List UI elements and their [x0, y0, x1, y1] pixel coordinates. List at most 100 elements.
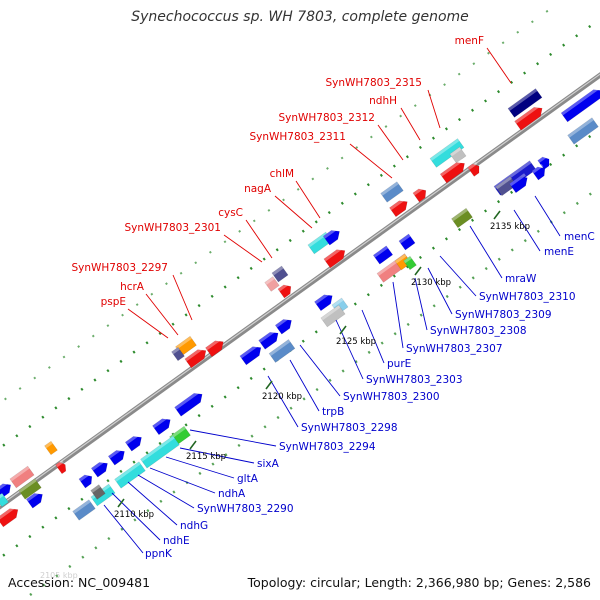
gene-feature[interactable] — [258, 328, 282, 350]
gene-feature[interactable] — [271, 265, 289, 283]
red-gene-label[interactable]: SynWH7803_2315 — [325, 77, 422, 89]
gene-feature[interactable] — [509, 173, 530, 194]
tick-mark — [117, 498, 125, 508]
tick-mark — [189, 440, 197, 450]
blue-gene-label[interactable]: SynWH7803_2300 — [343, 391, 440, 403]
gene-feature[interactable] — [372, 245, 394, 265]
gene-feature[interactable] — [264, 276, 280, 292]
gene-feature[interactable] — [140, 435, 180, 469]
gene-feature[interactable] — [25, 489, 45, 509]
red-gene-label[interactable]: nagA — [244, 183, 272, 195]
red-gene-label[interactable]: SynWH7803_2312 — [278, 112, 375, 124]
gene-feature[interactable] — [107, 446, 127, 466]
gene-feature[interactable] — [323, 246, 348, 269]
gene-feature[interactable] — [72, 499, 96, 521]
gene-feature[interactable] — [398, 233, 416, 251]
gene-feature[interactable] — [567, 117, 599, 145]
gene-feature[interactable] — [439, 158, 468, 184]
blue-gene-label[interactable]: SynWH7803_2308 — [430, 325, 527, 337]
gene-feature[interactable] — [380, 181, 404, 203]
blue-gene-label[interactable]: SynWH7803_2307 — [406, 343, 503, 355]
gene-feature[interactable] — [0, 492, 9, 508]
gene-feature[interactable] — [9, 465, 35, 489]
accession-label: Accession: NC_009481 — [8, 575, 151, 590]
tick-mark — [493, 210, 501, 220]
blue-gene-label[interactable]: ndhA — [218, 488, 246, 500]
red-gene-label[interactable]: SynWH7803_2311 — [249, 131, 346, 143]
gene-feature[interactable] — [467, 161, 483, 177]
red-gene-label[interactable]: hcrA — [120, 281, 145, 293]
blue-gene-label[interactable]: trpB — [322, 406, 344, 418]
red-label-connector — [145, 293, 179, 336]
red-gene-label[interactable]: chlM — [270, 168, 294, 180]
red-label-connector — [400, 107, 421, 141]
red-gene-label[interactable]: SynWH7803_2301 — [124, 222, 221, 234]
blue-gene-label[interactable]: ndhE — [163, 535, 190, 547]
gene-feature[interactable] — [514, 103, 546, 131]
blue-gene-label[interactable]: purE — [387, 358, 411, 370]
blue-gene-label[interactable]: SynWH7803_2310 — [479, 291, 576, 303]
gene-feature[interactable] — [531, 164, 548, 181]
blue-label-connector — [149, 467, 216, 494]
red-label-connector — [486, 47, 512, 84]
red-gene-label[interactable]: ndhH — [369, 95, 397, 107]
blue-gene-label[interactable]: SynWH7803_2298 — [301, 422, 398, 434]
gene-feature[interactable] — [560, 86, 600, 123]
gene-feature[interactable] — [184, 346, 209, 369]
gene-feature[interactable] — [0, 505, 21, 528]
blue-label-connector — [335, 319, 364, 380]
blue-gene-label[interactable]: menE — [544, 246, 574, 258]
genome-backbone-highlight — [0, 73, 600, 507]
gene-feature[interactable] — [403, 255, 417, 271]
gene-feature[interactable] — [320, 304, 346, 328]
gene-feature[interactable] — [90, 458, 110, 478]
gene-feature[interactable] — [451, 207, 473, 229]
gene-feature[interactable] — [274, 315, 294, 335]
gene-feature[interactable] — [314, 291, 335, 312]
blue-gene-label[interactable]: SynWH7803_2294 — [279, 441, 376, 453]
gene-feature[interactable] — [174, 389, 206, 417]
gene-feature[interactable] — [449, 146, 467, 164]
gene-feature[interactable] — [239, 343, 264, 366]
blue-gene-label[interactable]: ppnK — [145, 548, 173, 560]
blue-gene-label[interactable]: SynWH7803_2290 — [197, 503, 294, 515]
gene-feature[interactable] — [537, 154, 553, 170]
blue-label-connector — [127, 481, 178, 526]
gene-feature[interactable] — [507, 88, 543, 118]
blue-gene-label[interactable]: menC — [564, 231, 595, 243]
gene-feature[interactable] — [205, 337, 226, 358]
blue-gene-label[interactable]: SynWH7803_2303 — [366, 374, 463, 386]
gene-feature[interactable] — [18, 478, 42, 500]
red-gene-label[interactable]: SynWH7803_2297 — [71, 262, 168, 274]
blue-gene-label[interactable]: ndhG — [180, 520, 208, 532]
red-gene-label[interactable]: menF — [455, 35, 484, 47]
gene-feature[interactable] — [114, 461, 146, 489]
blue-gene-label[interactable]: mraW — [505, 273, 537, 285]
blue-gene-label[interactable]: gltA — [237, 473, 259, 485]
gene-feature[interactable] — [277, 282, 294, 299]
red-gene-label[interactable]: cysC — [218, 207, 243, 219]
gene-feature[interactable] — [429, 138, 465, 168]
blue-label-connector — [103, 504, 144, 554]
gene-feature[interactable] — [412, 186, 429, 203]
blue-gene-label[interactable]: sixA — [257, 458, 280, 470]
blue-gene-label[interactable]: SynWH7803_2309 — [455, 309, 552, 321]
gene-feature[interactable] — [268, 339, 296, 363]
tick-label: 2120 kbp — [262, 392, 302, 402]
red-label-connector — [349, 143, 393, 179]
gene-feature[interactable] — [152, 415, 173, 436]
gene-feature[interactable] — [44, 440, 58, 456]
gene-feature[interactable] — [171, 346, 185, 362]
red-gene-label[interactable]: pspE — [101, 296, 126, 308]
gene-feature[interactable] — [389, 197, 410, 218]
blue-label-connector — [165, 456, 235, 479]
gene-feature[interactable] — [322, 226, 342, 246]
tick-label: 2125 kbp — [336, 337, 376, 347]
gene-feature[interactable] — [78, 472, 95, 489]
gene-feature[interactable] — [124, 432, 144, 452]
gene-feature[interactable] — [90, 484, 106, 500]
tick-mark — [414, 266, 422, 276]
blue-label-connector — [361, 309, 385, 364]
gene-feature[interactable] — [55, 460, 69, 475]
red-label-connector — [223, 234, 263, 263]
